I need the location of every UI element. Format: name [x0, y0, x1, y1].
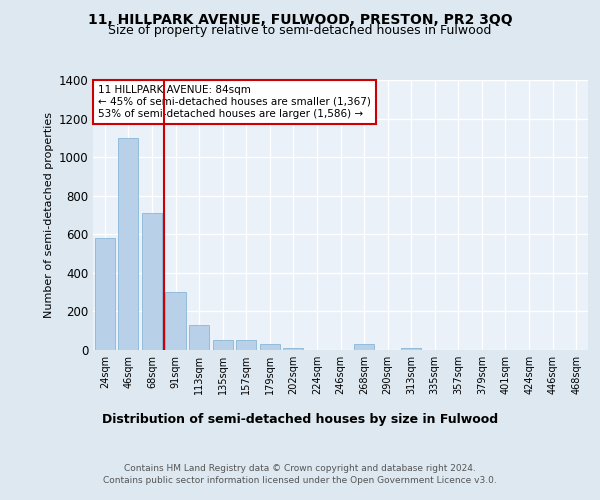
- Text: Contains public sector information licensed under the Open Government Licence v3: Contains public sector information licen…: [103, 476, 497, 485]
- Text: Contains HM Land Registry data © Crown copyright and database right 2024.: Contains HM Land Registry data © Crown c…: [124, 464, 476, 473]
- Bar: [401, 348, 421, 350]
- Bar: [354, 344, 374, 350]
- Bar: [283, 348, 304, 350]
- Text: 11 HILLPARK AVENUE: 84sqm
← 45% of semi-detached houses are smaller (1,367)
53% : 11 HILLPARK AVENUE: 84sqm ← 45% of semi-…: [98, 86, 371, 118]
- Bar: [212, 340, 233, 350]
- Text: Size of property relative to semi-detached houses in Fulwood: Size of property relative to semi-detach…: [109, 24, 491, 37]
- Y-axis label: Number of semi-detached properties: Number of semi-detached properties: [44, 112, 54, 318]
- Bar: [142, 213, 162, 350]
- Text: 11, HILLPARK AVENUE, FULWOOD, PRESTON, PR2 3QQ: 11, HILLPARK AVENUE, FULWOOD, PRESTON, P…: [88, 12, 512, 26]
- Text: Distribution of semi-detached houses by size in Fulwood: Distribution of semi-detached houses by …: [102, 412, 498, 426]
- Bar: [118, 138, 139, 350]
- Bar: [95, 238, 115, 350]
- Bar: [260, 344, 280, 350]
- Bar: [189, 325, 209, 350]
- Bar: [236, 340, 256, 350]
- Bar: [166, 292, 185, 350]
